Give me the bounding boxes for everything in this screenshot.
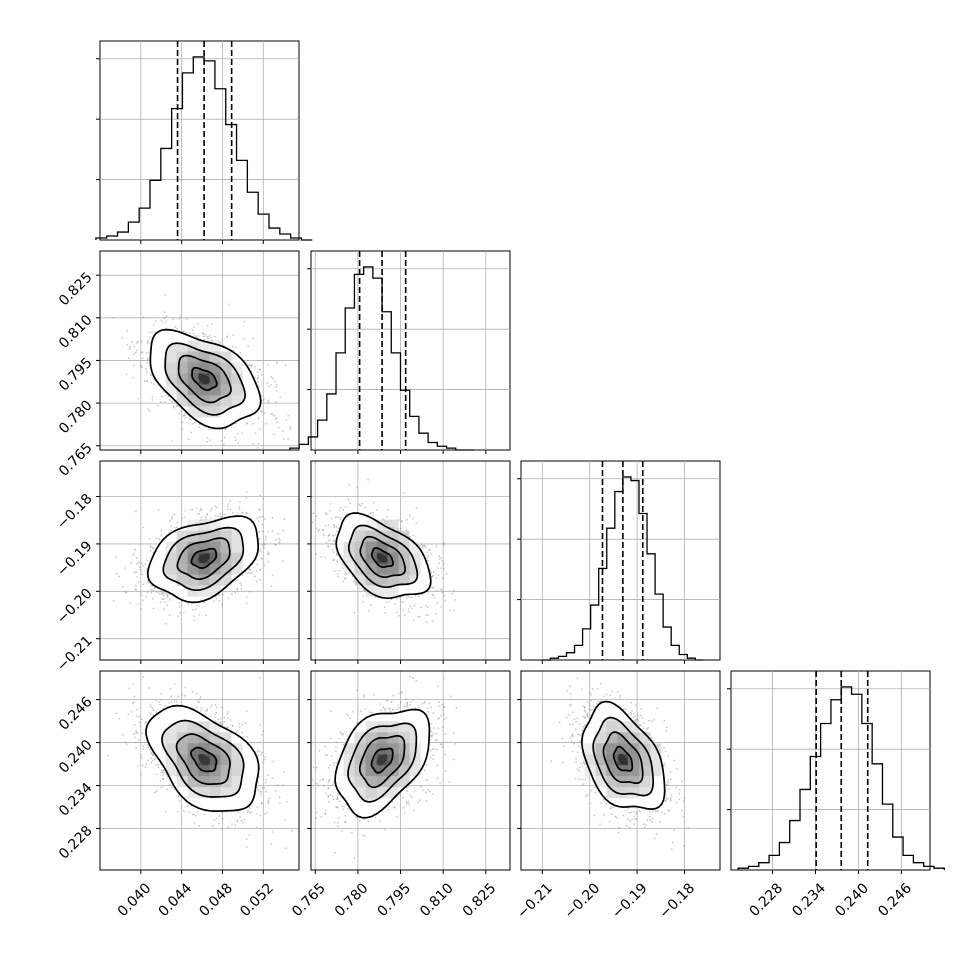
hist-panel-0: [95, 40, 313, 244]
contour-2: [359, 535, 407, 579]
contour-1: [162, 526, 245, 592]
panel-content: [100, 251, 299, 450]
contour-1: [347, 722, 418, 803]
x-tick-label: 0.048: [196, 880, 236, 920]
scatter-panel-3-1: [307, 670, 511, 874]
x-tick-label: 0.044: [156, 880, 196, 920]
contour-3: [190, 547, 218, 569]
x-tick-label: 0.795: [374, 880, 414, 920]
y-tick-label: −0.18: [54, 491, 96, 533]
contour-1: [592, 716, 655, 797]
y-tick-label: 0.765: [56, 440, 96, 480]
contour-2: [602, 731, 644, 785]
hist-panel-2: [517, 460, 721, 664]
y-tick-label: −0.19: [54, 538, 96, 580]
x-tick-label: −0.20: [562, 880, 604, 922]
panel-frame: [310, 460, 511, 661]
contour-0: [145, 704, 260, 812]
density-blocks: [165, 519, 243, 597]
hist-panel-3: [727, 670, 945, 874]
panel-content: [100, 671, 299, 870]
hist-frame: [310, 250, 511, 451]
contour-2: [177, 354, 232, 404]
x-tick-label: 0.825: [460, 880, 500, 920]
panel-frame: [520, 670, 721, 871]
panel-frame: [99, 250, 300, 451]
x-tick-label: −0.18: [656, 880, 698, 922]
x-tick-label: 0.765: [289, 880, 329, 920]
scatter-panel-3-2: [517, 670, 721, 874]
contour-3: [612, 745, 634, 772]
panel-frame: [310, 670, 511, 871]
y-tick-label: 0.246: [56, 694, 96, 734]
panel-content: [521, 671, 720, 870]
x-tick-label: 0.052: [237, 880, 277, 920]
x-tick-label: 0.240: [832, 880, 872, 920]
y-tick-label: 0.810: [56, 312, 96, 352]
contour-0: [335, 512, 432, 600]
x-tick-label: 0.234: [789, 880, 829, 920]
contour-3: [370, 547, 394, 569]
hist-frame: [520, 460, 721, 661]
contour-3: [191, 366, 218, 391]
y-tick-label: −0.20: [54, 586, 96, 628]
contour-0: [581, 700, 666, 810]
y-tick-label: 0.795: [56, 355, 96, 395]
scatter-panel-3-0: [96, 670, 300, 874]
density-blocks: [343, 519, 421, 597]
panel-content: [100, 461, 299, 660]
scatter-panel-2-1: [307, 460, 511, 664]
hist-step-1: [289, 266, 475, 451]
contour-0: [334, 708, 431, 819]
y-tick-label: 0.780: [56, 397, 96, 437]
y-tick-label: 0.228: [56, 823, 96, 863]
contour-1: [161, 719, 245, 798]
density-blocks: [343, 721, 421, 799]
x-tick-label: −0.19: [609, 880, 651, 922]
contour-1: [164, 342, 247, 416]
panel-frame: [99, 670, 300, 871]
contour-2: [358, 735, 406, 789]
x-tick-label: 0.780: [332, 880, 372, 920]
hist-frame: [730, 670, 931, 871]
y-tick-label: 0.234: [56, 780, 96, 820]
y-tick-label: 0.825: [56, 270, 96, 310]
y-tick-label: 0.240: [56, 737, 96, 777]
contour-1: [347, 524, 419, 589]
x-tick-label: 0.246: [875, 880, 915, 920]
scatter-panel-1-0: [96, 250, 300, 454]
y-tick-label: −0.21: [54, 633, 96, 675]
contour-0: [146, 515, 260, 604]
panel-content: [311, 461, 510, 660]
hist-step-0: [95, 56, 313, 241]
hist-panel-1: [289, 250, 511, 454]
density-blocks: [165, 721, 243, 799]
panel-frame: [99, 460, 300, 661]
contour-3: [370, 747, 394, 774]
x-tick-label: −0.21: [514, 880, 556, 922]
contour-3: [190, 746, 218, 773]
contour-2: [175, 733, 231, 785]
x-tick-label: 0.040: [115, 880, 155, 920]
contour-0: [149, 328, 262, 430]
panel-content: [311, 671, 510, 870]
hist-frame: [99, 40, 300, 241]
scatter-panel-2-0: [96, 460, 300, 664]
x-tick-label: 0.228: [746, 880, 786, 920]
contour-2: [176, 537, 231, 581]
x-tick-label: 0.810: [417, 880, 457, 920]
